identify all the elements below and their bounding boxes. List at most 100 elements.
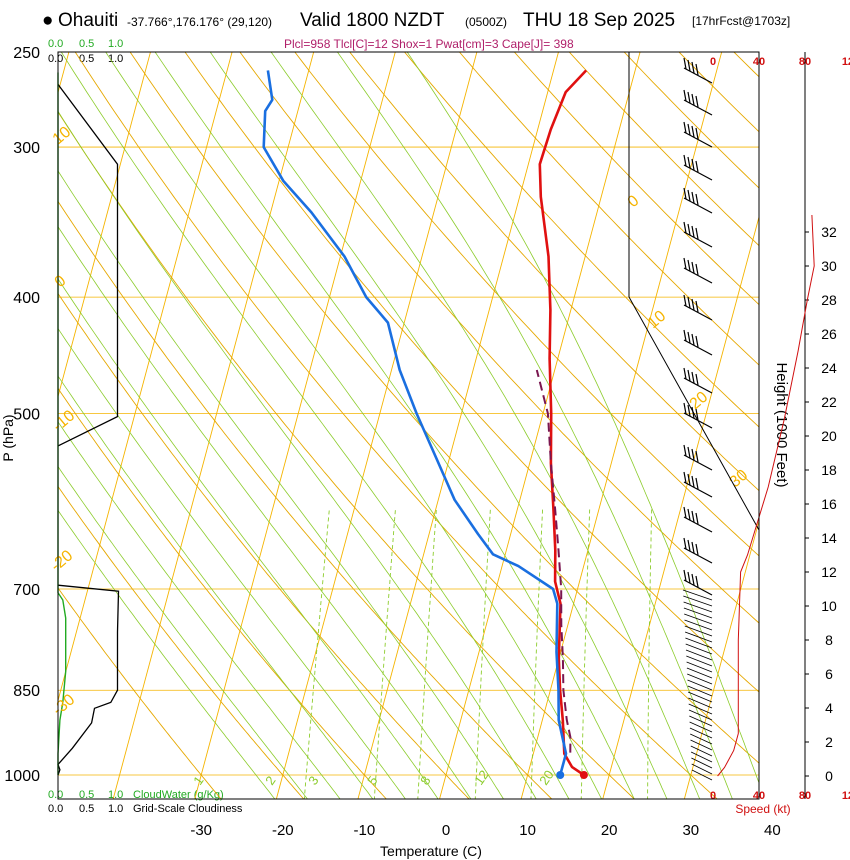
wind-barb	[683, 154, 713, 181]
cloudiness-tick-top-0: 0.0	[48, 53, 64, 65]
cloudiness-tick-bottom-0: 0.0	[48, 803, 64, 815]
wind-barb	[683, 607, 713, 619]
height-label-8: 8	[825, 632, 833, 648]
dry-adiabat	[458, 52, 759, 366]
x-tick-0: 0	[442, 822, 450, 839]
pressure-label-400: 400	[13, 290, 40, 307]
wind-barb	[683, 367, 713, 394]
wind-barb	[683, 329, 713, 356]
wind-barb	[683, 471, 713, 498]
speed-tick-bottom-80: 80	[799, 790, 811, 802]
cloud-water-tick-bottom-2: 1.0	[108, 789, 124, 801]
mixing-ratio-label-12: 12	[471, 767, 492, 787]
wind-speed-profile	[717, 214, 815, 777]
dry-adiabat	[58, 292, 470, 799]
dry-adiabat	[294, 52, 759, 557]
surface-dewpoint-marker	[556, 771, 565, 779]
isotherm--10	[357, 52, 559, 799]
moist-adiabat	[58, 465, 309, 799]
moist-adiabat	[58, 421, 341, 799]
height-label-14: 14	[821, 530, 837, 546]
speed-axis-label: Speed (kt)	[735, 802, 790, 816]
isotherm-label-0: 10	[50, 124, 75, 149]
location-name: Ohauiti	[58, 10, 119, 31]
mixing-ratio-line-5	[474, 508, 491, 799]
wind-barb	[684, 613, 713, 625]
wind-barb	[690, 751, 713, 763]
wind-barb	[683, 444, 713, 471]
speed-tick-bottom-120: 120	[842, 790, 850, 802]
wind-barb	[683, 257, 713, 284]
wind-barb	[686, 655, 713, 667]
wind-barb	[687, 673, 713, 685]
cloudiness-tick-top-1: 0.5	[79, 53, 95, 65]
moist-adiabat	[58, 110, 537, 799]
moist-adiabat	[270, 52, 701, 799]
location-bullet: ●	[42, 10, 54, 31]
wind-barb	[683, 601, 713, 613]
wind-barb	[691, 769, 713, 781]
dry-adiabat	[833, 42, 850, 801]
wind-barb	[684, 619, 713, 631]
x-tick--30: -30	[190, 822, 212, 839]
height-label-12: 12	[821, 564, 837, 580]
dry-adiabat	[184, 52, 759, 693]
pressure-label-850: 850	[13, 683, 40, 700]
moist-adiabat	[58, 278, 439, 799]
wind-barb	[687, 691, 713, 703]
isotherm-label-1: 0	[52, 272, 70, 291]
mixing-ratio-line-1	[303, 508, 330, 799]
isotherm-label-5: 0	[625, 192, 643, 211]
plot-frame	[57, 51, 760, 800]
speed-tick-top-80: 80	[799, 56, 811, 68]
dry-adiabat	[239, 52, 759, 624]
pressure-label-1000: 1000	[4, 768, 40, 785]
dry-adiabat	[513, 52, 759, 306]
moist-adiabat	[154, 52, 635, 799]
speed-tick-bottom-0: 0	[710, 790, 716, 802]
height-label-24: 24	[821, 360, 837, 376]
x-axis-label: Temperature (C)	[380, 843, 482, 859]
wind-barb	[685, 649, 713, 661]
wind-barb	[690, 733, 713, 745]
moist-adiabat	[406, 52, 759, 784]
wind-barb	[688, 703, 713, 715]
height-label-22: 22	[821, 394, 837, 410]
wind-barb	[685, 637, 713, 649]
dry-adiabat	[58, 387, 387, 799]
wind-barb	[682, 589, 713, 601]
mixing-ratio-line-3	[417, 508, 437, 799]
valid-time: Valid 1800 NZDT	[300, 10, 445, 31]
height-label-26: 26	[821, 326, 837, 342]
wind-barb	[689, 721, 713, 733]
wind-barb	[683, 569, 713, 596]
wind-barb	[690, 739, 713, 751]
dry-adiabat	[129, 52, 759, 764]
wind-barb	[683, 506, 713, 533]
mixing-ratio-line-20	[647, 508, 653, 799]
wind-barb	[683, 537, 713, 564]
wind-barb	[686, 667, 713, 679]
height-label-0: 0	[825, 768, 833, 784]
wind-barb	[683, 595, 713, 607]
dry-adiabat	[403, 52, 759, 428]
cloudiness-label: Grid-Scale Cloudiness	[133, 803, 243, 815]
wind-barb	[691, 763, 713, 775]
dry-adiabat	[58, 485, 305, 799]
valid-date: THU 18 Sep 2025	[523, 10, 676, 31]
dry-adiabat	[568, 52, 759, 247]
cloudiness-tick-bottom-1: 0.5	[79, 803, 95, 815]
isotherm-label-3: -20	[48, 547, 77, 575]
wind-barb	[683, 294, 713, 321]
pressure-label-500: 500	[13, 407, 40, 424]
cloudiness-profile	[57, 584, 120, 776]
x-tick-10: 10	[519, 822, 536, 839]
mixing-ratio-line-2	[373, 508, 396, 799]
cloud-water-tick-top-1: 0.5	[79, 38, 95, 50]
x-tick--20: -20	[272, 822, 294, 839]
cloud-water-tick-bottom-0: 0.0	[48, 789, 64, 801]
height-label-32: 32	[821, 224, 837, 240]
wind-barb	[684, 625, 713, 637]
pressure-label-300: 300	[13, 140, 40, 157]
cloud-water-tick-top-2: 1.0	[108, 38, 124, 50]
